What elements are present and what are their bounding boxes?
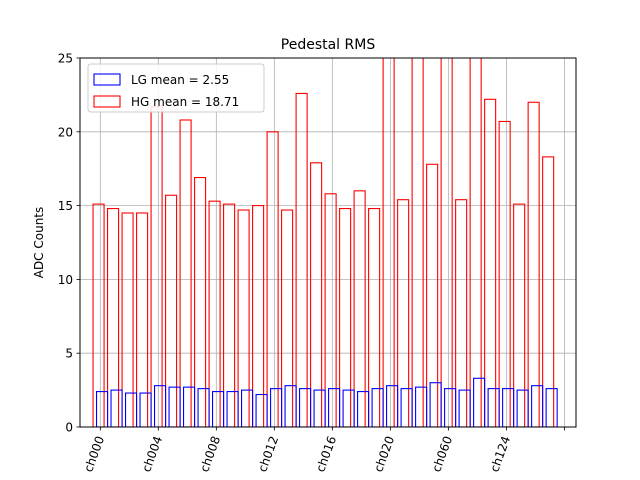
bar-lg (458, 389, 471, 427)
bar-lg (487, 388, 500, 427)
bar-lg (284, 385, 297, 427)
bar-lg (313, 389, 326, 427)
bar-hg (527, 101, 540, 427)
bar-lg (516, 389, 529, 427)
chart-title: Pedestal RMS (281, 37, 376, 53)
bar-hg (121, 212, 134, 427)
bar-lg (255, 393, 268, 427)
bar-hg (150, 106, 163, 427)
bar-hg (208, 200, 221, 427)
bar-lg (502, 388, 515, 427)
bar-lg (473, 377, 486, 427)
bar-hg (179, 119, 192, 427)
y-tick-label: 0 (65, 421, 73, 435)
bar-lg (342, 389, 355, 427)
bar-hg (237, 209, 250, 427)
bar-lg (429, 382, 442, 427)
bar-hg (542, 156, 555, 427)
bar-hg (368, 208, 381, 427)
bar-lg (197, 388, 210, 427)
bar-lg (183, 386, 196, 427)
bar-lg (168, 386, 181, 427)
bar-lg (415, 386, 428, 427)
y-tick-label: 5 (65, 347, 73, 361)
bar-hg (136, 212, 149, 427)
legend-swatch (93, 73, 121, 86)
bar-lg (531, 385, 544, 427)
bar-hg (223, 203, 236, 427)
bar-lg (444, 388, 457, 427)
bar-lg (299, 388, 312, 427)
bars (92, 58, 558, 427)
bar-lg (124, 392, 138, 427)
bar-hg (382, 58, 395, 427)
y-axis-label: ADC Counts (32, 207, 46, 279)
legend-box (87, 63, 265, 113)
legend-label: HG mean = 18.71 (131, 95, 239, 109)
bar-hg (513, 203, 526, 427)
bar-lg (371, 388, 384, 427)
bar-hg (411, 58, 424, 427)
bar-lg (95, 391, 109, 427)
bar-lg (386, 385, 399, 427)
x-tick-label: ch060 (429, 434, 455, 474)
x-tick-label: ch000 (81, 434, 107, 474)
y-tick-label: 15 (58, 199, 73, 213)
bar-hg (440, 58, 453, 427)
bar-hg (295, 92, 308, 427)
bar-lg (241, 389, 254, 427)
bar-lg (226, 391, 239, 427)
bar-hg (92, 203, 105, 427)
legend: LG mean = 2.55 HG mean = 18.71 (87, 63, 265, 113)
bar-hg (455, 199, 468, 427)
plot-frame (79, 57, 577, 428)
legend-label: LG mean = 2.55 (131, 73, 229, 87)
bar-hg (165, 194, 178, 427)
bar-hg (310, 162, 323, 427)
bar-hg (107, 208, 120, 427)
bar-lg (270, 388, 283, 427)
bar-lg (139, 392, 152, 427)
legend-swatch (93, 95, 121, 108)
y-tick-label: 20 (58, 125, 73, 139)
bar-hg (266, 131, 279, 427)
bar-hg (194, 177, 207, 427)
x-tick-label: ch020 (371, 434, 397, 474)
bar-lg (400, 388, 413, 427)
bar-hg (339, 208, 352, 427)
bar-hg (324, 193, 337, 427)
x-tick-label: ch124 (487, 434, 513, 474)
bar-hg (469, 58, 482, 427)
bar-lg (212, 391, 225, 427)
bar-hg (498, 120, 511, 427)
bar-lg (357, 391, 370, 427)
y-tick-label: 10 (58, 273, 73, 287)
bar-hg (426, 163, 439, 427)
bar-hg (252, 205, 265, 427)
bar-lg (110, 389, 123, 427)
bar-hg (281, 209, 294, 427)
y-tick-label: 25 (58, 52, 73, 66)
x-tick-label: ch004 (139, 434, 165, 474)
x-tick-label: ch016 (313, 434, 339, 474)
bar-lg (328, 388, 341, 427)
x-tick-label: ch008 (197, 434, 223, 474)
bar-hg (353, 190, 366, 427)
bar-hg (484, 98, 497, 427)
bar-lg (153, 385, 167, 427)
bar-hg (397, 199, 410, 427)
bar-lg (545, 388, 558, 427)
x-tick-label: ch012 (255, 434, 281, 474)
grid-lines (80, 57, 576, 428)
